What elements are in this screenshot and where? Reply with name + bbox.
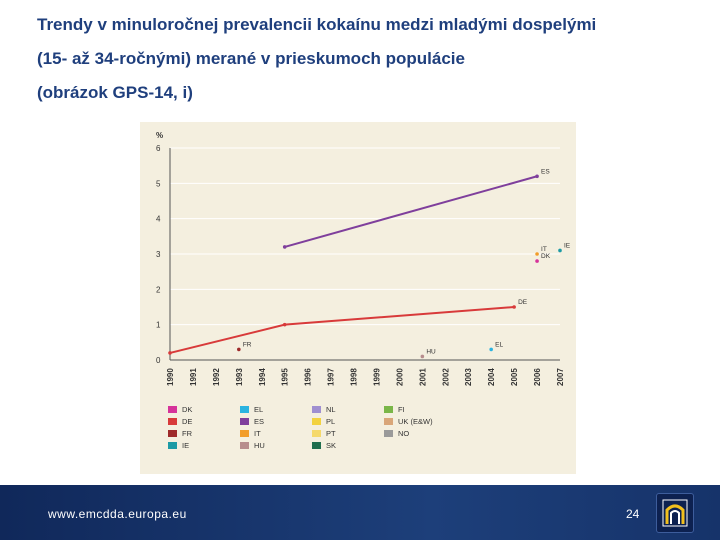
legend-label: SK [326,441,336,450]
data-point-dk [535,259,539,263]
legend-swatch [168,430,177,437]
legend-swatch [240,430,249,437]
series-line-es [284,175,538,248]
data-point-it [535,252,539,256]
x-tick-label: 1999 [372,368,381,386]
legend-swatch [312,406,321,413]
legend-label: DK [182,405,192,414]
x-tick-label: 2000 [395,368,404,386]
data-point-de [512,305,516,309]
series-label-fr: FR [243,341,252,348]
legend-swatch [240,406,249,413]
series-label-es: ES [541,168,550,175]
legend-swatch [384,430,393,437]
data-point-ie [558,248,562,253]
legend-swatch [384,406,393,413]
x-tick-label: 1993 [235,368,244,386]
series-label-it: IT [541,246,547,253]
legend-swatch [168,418,177,425]
footer-bar: www.emcdda.europa.eu 24 [0,485,720,540]
y-tick-label: 5 [156,179,161,188]
series-line-de [169,306,515,354]
x-tick-label: 1997 [327,368,336,386]
x-tick-label: 2003 [464,368,473,386]
x-tick-label: 2006 [533,368,542,386]
legend-label: EL [254,405,263,414]
series-label-hu: HU [426,348,436,355]
legend-swatch [168,406,177,413]
legend-label: PT [326,429,336,438]
title-line-1: Trendy v minuloročnej prevalencii kokaín… [37,15,597,34]
legend-label: DE [182,417,192,426]
x-tick-label: 1991 [189,368,198,386]
y-tick-label: 6 [156,144,161,153]
data-point-el [489,347,493,352]
data-point-hu [420,354,425,359]
y-tick-label: 1 [156,321,161,330]
legend-label: NL [326,405,336,414]
slide-title: Trendy v minuloročnej prevalencii kokaín… [37,8,707,110]
series-label-ie: IE [564,242,571,249]
y-axis-label: % [156,131,163,140]
y-tick-label: 4 [156,215,161,224]
legend-label: UK (E&W) [398,417,433,426]
data-point-es [282,245,287,249]
y-tick-label: 3 [156,250,161,259]
emcdda-logo-icon [662,499,688,527]
x-tick-label: 2004 [487,368,496,386]
x-tick-label: 1990 [166,368,175,386]
x-tick-label: 1995 [281,368,290,386]
footer-url[interactable]: www.emcdda.europa.eu [48,507,187,521]
page-number: 24 [626,507,640,521]
legend-label: NO [398,429,409,438]
x-tick-label: 1998 [350,368,359,386]
series-label-dk: DK [541,253,551,260]
legend-label: HU [254,441,265,450]
x-tick-label: 1996 [304,368,313,386]
legend-label: FI [398,405,405,414]
x-tick-label: 1992 [212,368,221,386]
data-point-de [282,322,287,327]
chart-panel: 0 1 2 3 4 5 6% 1990 1991 1992 1993 1994 1995 1996 1997… [140,122,576,474]
series-label-el: EL [495,341,503,348]
x-tick-label: 2001 [418,368,427,386]
x-tick-label: 2005 [510,368,519,386]
data-point-fr [237,347,241,352]
legend-swatch [312,418,321,425]
title-line-3: (obrázok GPS-14, i) [37,83,193,102]
y-tick-label: 2 [156,285,161,294]
x-tick-label: 2007 [556,368,565,386]
legend-swatch [168,442,177,449]
line-chart: 0 1 2 3 4 5 6% 1990 1991 1992 1993 1994 1995 1996 1997… [156,131,571,450]
legend-swatch [312,442,321,449]
emcdda-logo [656,493,694,533]
series-label-de: DE [518,299,528,306]
legend-label: ES [254,417,264,426]
legend-swatch [312,430,321,437]
data-point-de [168,351,172,355]
title-line-2: (15- až 34-ročnými) merané v prieskumoch… [37,49,465,68]
legend-swatch [240,442,249,449]
x-tick-label: 1994 [258,368,267,386]
legend-label: IE [182,441,189,450]
legend-label: FR [182,429,193,438]
legend-label: PL [326,417,335,426]
y-tick-label: 0 [156,356,161,365]
legend-swatch [240,418,249,425]
data-point-es [535,174,539,179]
x-tick-label: 2002 [441,368,450,386]
legend-label: IT [254,429,261,438]
legend-swatch [384,418,393,425]
